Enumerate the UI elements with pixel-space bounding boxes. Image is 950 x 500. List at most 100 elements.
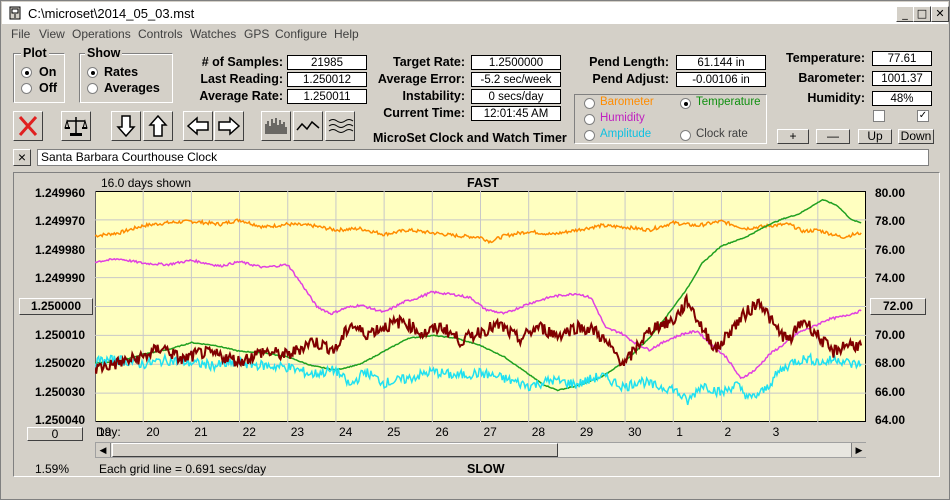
close-button[interactable]: ✕ <box>931 6 949 22</box>
x-tick-label: 29 <box>579 425 594 439</box>
show-rates-label[interactable]: Rates <box>104 65 139 79</box>
chart-title-fast: FAST <box>467 176 499 190</box>
amplitude-option-label[interactable]: Amplitude <box>600 128 652 140</box>
x-tick-label: 24 <box>338 425 353 439</box>
temperature-option-label[interactable]: Temperature <box>696 96 761 108</box>
clear-name-button[interactable]: × <box>13 149 31 166</box>
menu-bar: File View Operations Controls Watches GP… <box>2 25 948 43</box>
y-right-tick: 76.00 <box>875 243 906 257</box>
x-tick-label: 23 <box>290 425 305 439</box>
chart-panel <box>13 172 940 477</box>
scale-minus-button[interactable]: — <box>816 129 850 144</box>
x-tick-label: 27 <box>483 425 497 439</box>
scroll-right-button[interactable] <box>214 111 244 141</box>
x-tick-label: 22 <box>242 425 256 439</box>
average-rate-field: 1.250011 <box>287 89 367 104</box>
humidity-label: Humidity: <box>807 91 865 105</box>
y-right-tick: 80.00 <box>875 186 906 200</box>
barometer-radio[interactable] <box>584 98 595 109</box>
menu-help[interactable]: Help <box>334 27 359 41</box>
last-reading-label: Last Reading: <box>200 72 283 86</box>
menu-operations[interactable]: Operations <box>72 27 131 41</box>
temperature-field: 77.61 <box>872 51 932 66</box>
x-tick-label: 25 <box>387 425 401 439</box>
scroll-left-button[interactable] <box>183 111 213 141</box>
pend-adjust-label: Pend Adjust: <box>592 72 669 86</box>
menu-configure[interactable]: Configure <box>275 27 328 41</box>
show-rates-radio[interactable] <box>87 67 98 78</box>
y-left-tick: 1.250040 <box>34 413 85 427</box>
clear-button[interactable] <box>13 111 43 141</box>
title-bar[interactable]: C:\microset\2014_05_03.mst _ □ ✕ <box>2 2 949 24</box>
y-right-tick: 66.00 <box>875 385 906 399</box>
show-averages-label[interactable]: Averages <box>104 81 160 95</box>
menu-view[interactable]: View <box>39 27 65 41</box>
clock-name-field[interactable]: Santa Barbara Courthouse Clock <box>37 149 929 166</box>
menu-gps[interactable]: GPS <box>244 27 270 41</box>
right-scale-center-button[interactable]: 72.00 <box>870 298 926 315</box>
menu-watches[interactable]: Watches <box>190 27 237 41</box>
pend-adjust-field: -0.00106 in <box>676 72 766 87</box>
amplitude-radio[interactable] <box>584 130 595 141</box>
y-right-tick: 78.00 <box>875 214 906 228</box>
balance-button[interactable] <box>61 111 91 141</box>
horizontal-scrollbar[interactable]: ◀ ▶ <box>95 442 866 458</box>
right-checkbox[interactable]: ✓ <box>917 110 929 122</box>
y-left-tick: 1.250010 <box>34 328 85 342</box>
instability-label: Instability: <box>402 89 465 103</box>
line-view-button[interactable] <box>293 111 323 141</box>
clock-rate-radio[interactable] <box>680 130 691 141</box>
arrow-down-icon <box>116 115 136 138</box>
plot-on-label[interactable]: On <box>39 65 57 79</box>
plot-on-radio[interactable] <box>21 67 32 78</box>
pend-length-field[interactable]: 61.144 in <box>676 55 766 70</box>
temperature-radio[interactable] <box>680 98 691 109</box>
wave-view-button[interactable] <box>325 111 355 141</box>
scroll-down-button[interactable] <box>111 111 141 141</box>
menu-file[interactable]: File <box>11 27 31 41</box>
series-lines <box>95 198 863 406</box>
x-tick-label: 20 <box>146 425 160 439</box>
barometer-option-label[interactable]: Barometer <box>600 96 654 108</box>
scale-down-button[interactable]: Down <box>898 129 934 144</box>
scale-up-button[interactable]: Up <box>858 129 892 144</box>
balance-scale-icon <box>64 117 88 136</box>
x-tick-label: 3 <box>772 425 780 439</box>
maximize-button[interactable]: □ <box>913 6 931 22</box>
chart-plot-area <box>95 191 866 422</box>
histogram-view-button[interactable] <box>261 111 291 141</box>
samples-field: 21985 <box>287 55 367 70</box>
scale-plus-button[interactable]: + <box>777 129 809 144</box>
scrollbar-thumb[interactable] <box>112 443 558 457</box>
left-scale-center-button[interactable]: 1.250000 <box>19 298 93 315</box>
scroll-left-arrow-icon[interactable]: ◀ <box>96 443 111 457</box>
last-reading-field: 1.250012 <box>287 72 367 87</box>
pend-length-label: Pend Length: <box>589 55 669 69</box>
minimize-button[interactable]: _ <box>896 6 914 22</box>
humidity-option-label[interactable]: Humidity <box>600 112 645 124</box>
left-checkbox[interactable] <box>873 110 885 122</box>
barometer-field: 1001.37 <box>872 71 932 86</box>
plot-off-label[interactable]: Off <box>39 81 58 95</box>
y-right-tick: 68.00 <box>875 356 906 370</box>
humidity-radio[interactable] <box>584 114 595 125</box>
x-tick-label: 26 <box>435 425 449 439</box>
show-averages-radio[interactable] <box>87 83 98 94</box>
offset-button[interactable]: 0 <box>27 427 83 441</box>
samples-label: # of Samples: <box>201 55 283 69</box>
clock-rate-option-label[interactable]: Clock rate <box>696 128 748 140</box>
menu-controls[interactable]: Controls <box>138 27 183 41</box>
window-title: C:\microset\2014_05_03.mst <box>28 6 195 21</box>
plot-off-radio[interactable] <box>21 83 32 94</box>
y-left-tick: 1.249960 <box>34 186 85 200</box>
arrow-up-icon <box>148 114 168 137</box>
scroll-right-arrow-icon[interactable]: ▶ <box>851 443 866 457</box>
target-rate-field[interactable]: 1.2500000 <box>471 55 561 70</box>
current-time-label: Current Time: <box>383 106 465 120</box>
temperature-label: Temperature: <box>786 51 865 65</box>
line-graph-icon <box>296 120 320 131</box>
x-tick-label: 19 <box>98 425 112 439</box>
series-line-rate <box>95 292 863 375</box>
x-tick-label: 30 <box>628 425 642 439</box>
scroll-up-button[interactable] <box>143 111 173 141</box>
